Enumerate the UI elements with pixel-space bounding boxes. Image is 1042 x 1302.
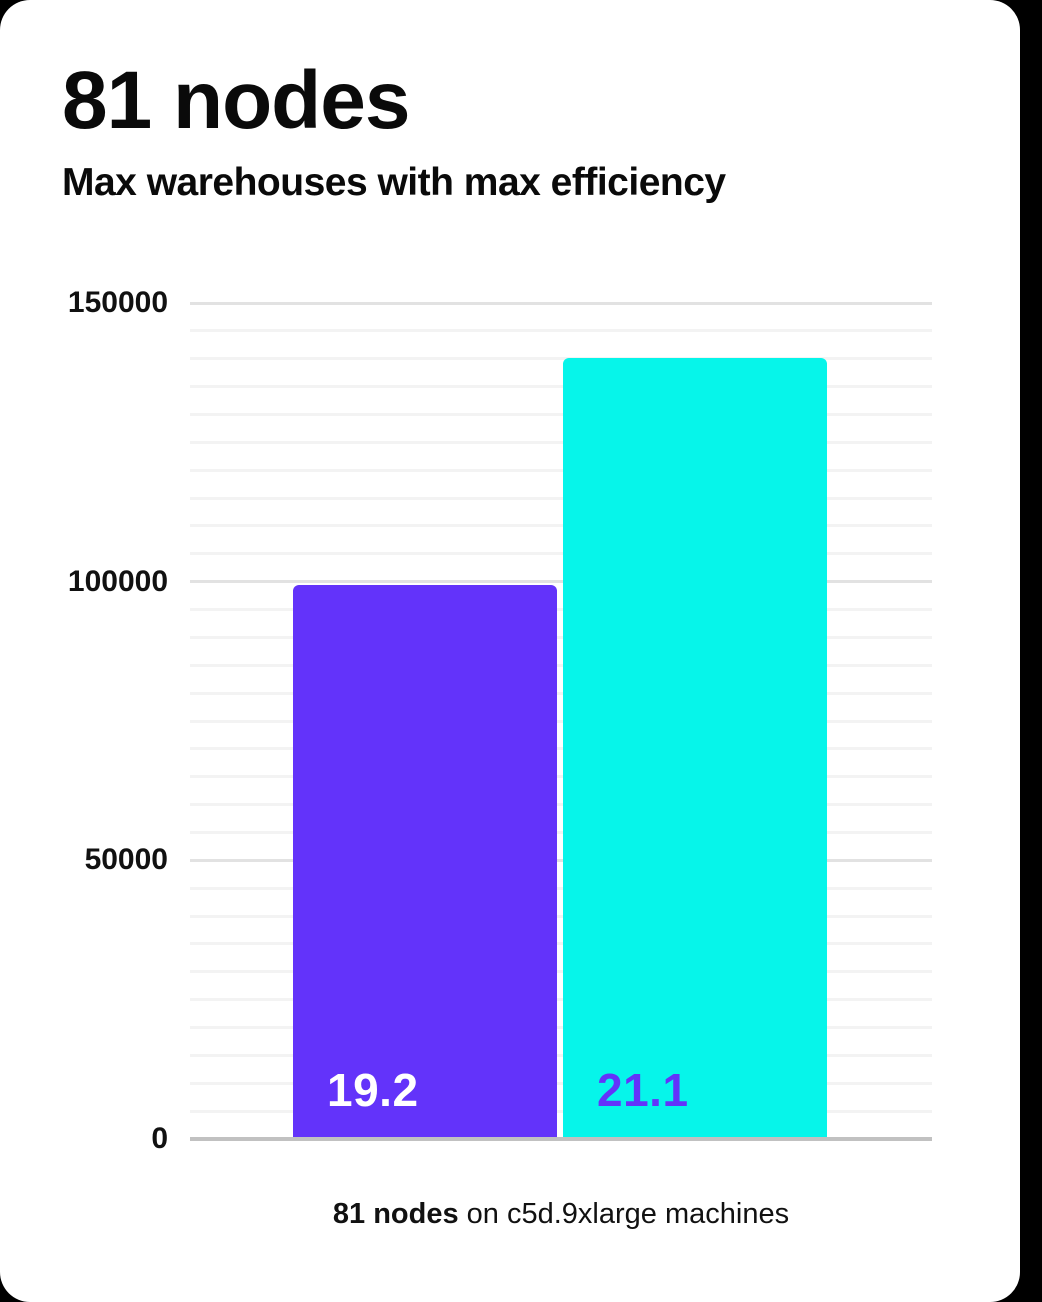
minor-gridline	[190, 691, 932, 695]
bar-19.2: 19.2	[293, 585, 557, 1139]
chart-caption: 81 nodes on c5d.9xlarge machines	[190, 1192, 932, 1236]
minor-gridline	[190, 635, 932, 639]
y-tick-label: 0	[151, 1122, 168, 1155]
y-tick-label: 150000	[67, 286, 168, 319]
minor-gridline	[190, 747, 932, 751]
minor-gridline	[190, 970, 932, 974]
bar-value-label: 21.1	[597, 1064, 689, 1116]
minor-gridline	[190, 412, 932, 416]
major-gridline	[190, 858, 932, 862]
minor-gridline	[190, 886, 932, 890]
minor-gridline	[190, 942, 932, 946]
minor-gridline	[190, 440, 932, 444]
minor-gridline	[190, 998, 932, 1002]
page-title: 81 nodes	[62, 55, 410, 146]
caption-regular-text: on c5d.9xlarge machines	[458, 1198, 790, 1230]
major-gridline	[190, 301, 932, 305]
minor-gridline	[190, 914, 932, 918]
minor-gridline	[190, 1053, 932, 1057]
minor-gridline	[190, 1026, 932, 1030]
minor-gridline	[190, 496, 932, 500]
y-tick-label: 100000	[67, 564, 168, 598]
minor-gridline	[190, 775, 932, 779]
minor-gridline	[190, 803, 932, 807]
minor-gridline	[190, 524, 932, 528]
bar-21.1: 21.1	[563, 358, 827, 1139]
minor-gridline	[190, 468, 932, 472]
minor-gridline	[190, 552, 932, 556]
page-subtitle: Max warehouses with max efficiency	[62, 161, 726, 204]
minor-gridline	[190, 1109, 932, 1113]
caption-bold-text: 81 nodes	[332, 1198, 459, 1230]
bar-value-label: 19.2	[327, 1064, 419, 1116]
major-gridline	[190, 580, 932, 584]
minor-gridline	[190, 357, 932, 361]
y-tick-label: 50000	[84, 843, 168, 877]
minor-gridline	[190, 663, 932, 667]
minor-gridline	[190, 385, 932, 389]
chart-card: 81 nodes Max warehouses with max efficie…	[0, 0, 1020, 1302]
minor-gridline	[190, 830, 932, 834]
minor-gridline	[190, 608, 932, 612]
bar-chart-plot-area: 19.2 21.1	[190, 301, 932, 1141]
minor-gridline	[190, 1081, 932, 1085]
x-axis-line	[190, 1137, 932, 1141]
minor-gridline	[190, 719, 932, 723]
minor-gridline	[190, 329, 932, 333]
